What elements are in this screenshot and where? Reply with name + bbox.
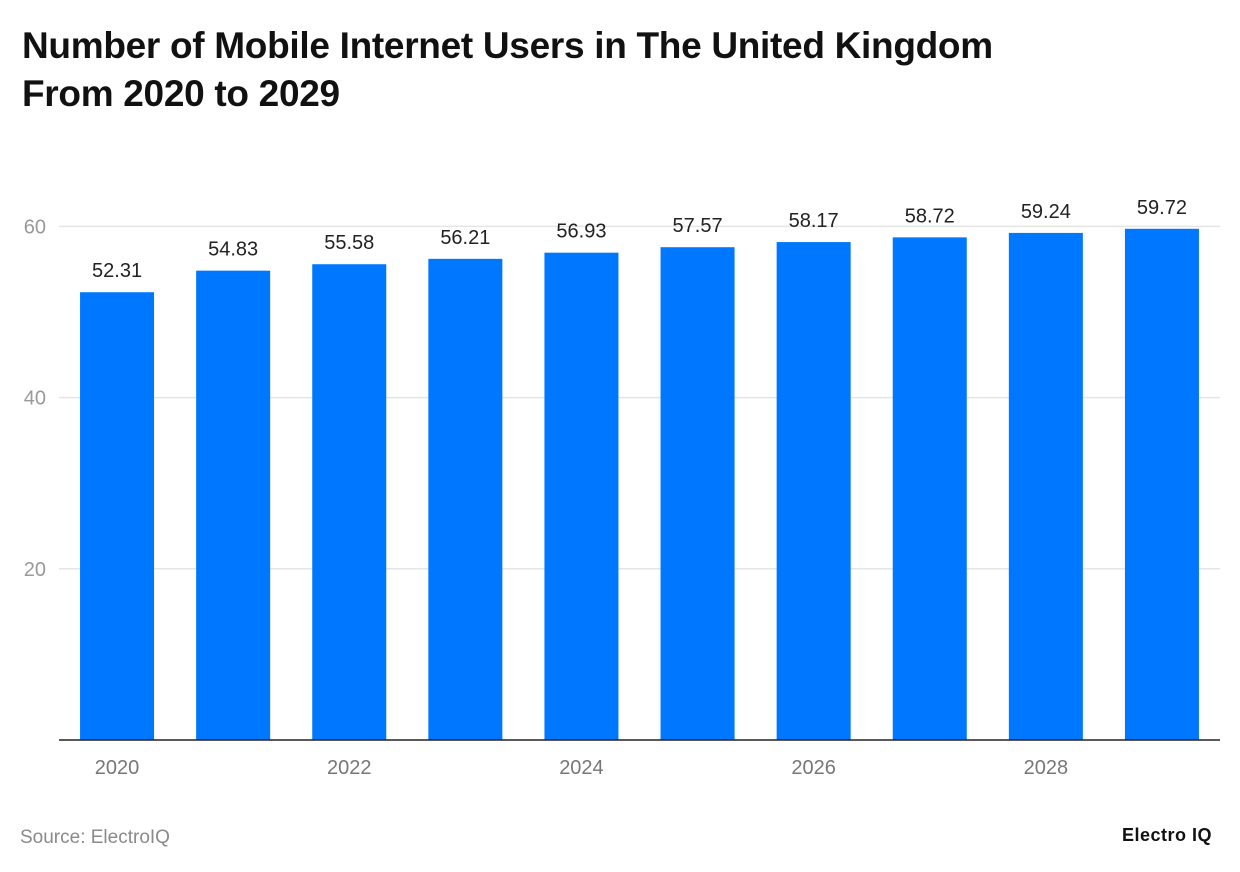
data-label: 58.17 — [789, 210, 839, 232]
data-label: 57.57 — [673, 215, 723, 237]
data-label: 59.24 — [1021, 201, 1071, 223]
title-line-2: From 2020 to 2029 — [22, 73, 340, 114]
bar — [196, 270, 271, 740]
data-label: 56.93 — [556, 221, 606, 243]
data-label: 52.31 — [92, 260, 142, 282]
data-label: 55.58 — [324, 232, 374, 254]
y-tick-label: 20 — [24, 559, 46, 581]
data-label: 59.72 — [1137, 197, 1187, 219]
x-tick-label: 2024 — [559, 757, 604, 779]
data-label: 54.83 — [208, 239, 258, 261]
y-tick-label: 40 — [24, 388, 46, 410]
bar — [312, 264, 387, 740]
bar — [1124, 228, 1199, 740]
bar — [892, 237, 967, 740]
electroiq-logo: Electro IQ — [1121, 825, 1212, 845]
chart-title: Number of Mobile Internet Users in The U… — [22, 22, 993, 118]
y-tick-label: 60 — [24, 216, 46, 238]
x-tick-label: 2026 — [791, 757, 836, 779]
bar — [776, 242, 851, 740]
data-label: 58.72 — [905, 205, 955, 227]
x-tick-label: 2020 — [95, 757, 140, 779]
source-note: Source: ElectroIQ — [20, 827, 170, 848]
x-tick-label: 2022 — [327, 757, 372, 779]
bar — [1008, 232, 1083, 741]
data-label: 56.21 — [440, 227, 490, 249]
title-line-1: Number of Mobile Internet Users in The U… — [22, 25, 993, 66]
x-tick-label: 2028 — [1024, 757, 1069, 779]
bar — [80, 292, 155, 740]
bar — [428, 258, 503, 740]
bar — [544, 252, 619, 740]
bar — [660, 247, 735, 740]
